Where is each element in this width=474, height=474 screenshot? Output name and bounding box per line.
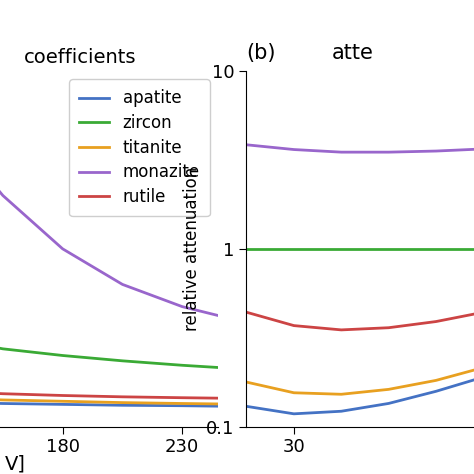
Text: atte: atte — [332, 43, 374, 63]
monazite — [60, 246, 65, 252]
apatite — [0, 401, 6, 406]
titanite — [60, 399, 65, 404]
apatite — [119, 402, 125, 408]
rutile — [60, 392, 65, 398]
apatite — [215, 403, 221, 409]
Y-axis label: relative attenuation: relative attenuation — [183, 167, 201, 331]
Line: zircon: zircon — [0, 337, 218, 367]
monazite — [119, 282, 125, 287]
monazite — [179, 304, 185, 310]
monazite — [0, 192, 6, 198]
Legend: apatite, zircon, titanite, monazite, rutile: apatite, zircon, titanite, monazite, rut… — [69, 80, 210, 216]
zircon — [179, 363, 185, 368]
Line: rutile: rutile — [0, 391, 218, 398]
rutile — [179, 395, 185, 401]
Text: V]: V] — [5, 454, 26, 473]
apatite — [179, 403, 185, 409]
zircon — [60, 353, 65, 358]
titanite — [0, 397, 6, 403]
titanite — [119, 400, 125, 405]
rutile — [119, 394, 125, 400]
titanite — [179, 401, 185, 406]
zircon — [0, 346, 6, 352]
Text: (b): (b) — [246, 43, 276, 63]
zircon — [119, 358, 125, 364]
rutile — [0, 391, 6, 397]
titanite — [215, 401, 221, 407]
Line: monazite: monazite — [0, 124, 218, 316]
monazite — [215, 313, 221, 319]
zircon — [215, 365, 221, 370]
Line: titanite: titanite — [0, 398, 218, 404]
rutile — [215, 395, 221, 401]
Line: apatite: apatite — [0, 402, 218, 406]
Title: coefficients: coefficients — [24, 48, 137, 67]
apatite — [60, 401, 65, 407]
